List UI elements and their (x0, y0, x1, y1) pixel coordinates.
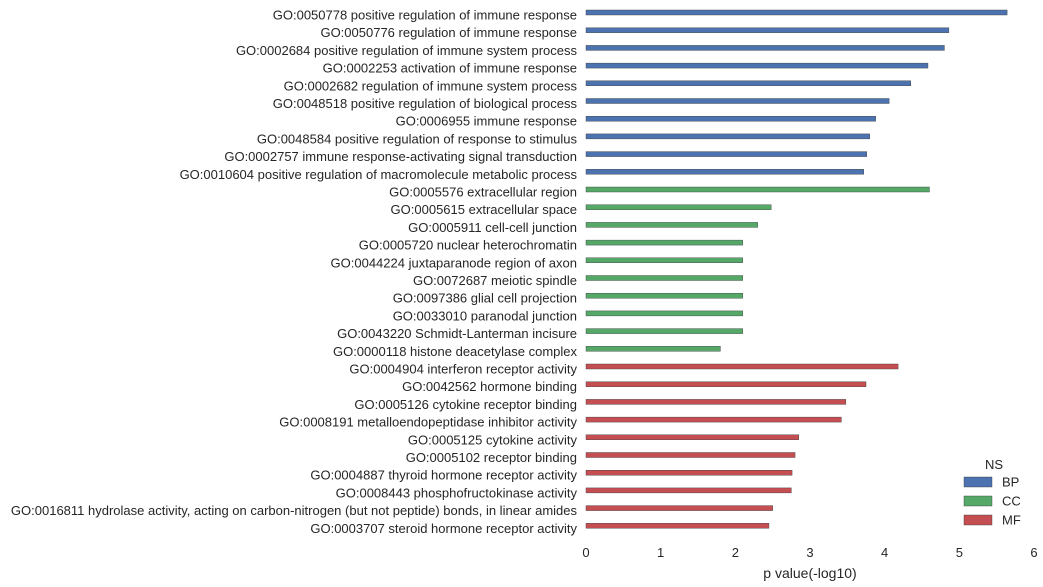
bar-bp-9 (585, 169, 864, 175)
bar-bp-8 (585, 151, 867, 157)
category-label: GO:0005911 cell-cell junction (408, 220, 577, 235)
bars-group (585, 9, 1008, 529)
category-label: GO:0008191 metalloendopeptidase inhibito… (279, 415, 577, 430)
bar-bp-5 (585, 98, 890, 104)
legend: NS BP CC MF (963, 457, 1021, 528)
legend-swatch-bp (963, 476, 993, 488)
category-label: GO:0000118 histone deacetylase complex (333, 344, 578, 359)
bar-mf-3 (585, 416, 842, 423)
legend-swatch-cc (963, 495, 993, 507)
category-label: GO:0050776 regulation of immune response (320, 25, 577, 40)
bar-mf-5 (585, 452, 796, 458)
category-label: GO:0050778 positive regulation of immune… (273, 8, 577, 23)
category-label: GO:0044224 juxtaparanode region of axon (331, 255, 577, 270)
bar-cc-1 (585, 204, 772, 210)
bar-bp-2 (585, 45, 945, 51)
category-label: GO:0004904 interferon receptor activity (349, 362, 577, 377)
category-label: GO:0042562 hormone binding (402, 379, 577, 394)
category-label: GO:0005615 extracellular space (391, 202, 577, 217)
category-label: GO:0048518 positive regulation of biolog… (273, 96, 578, 111)
category-label: GO:0003707 steroid hormone receptor acti… (310, 521, 577, 536)
legend-label-bp: BP (1002, 475, 1019, 490)
bar-mf-2 (585, 399, 847, 405)
category-label: GO:0043220 Schmidt-Lanterman incisure (337, 326, 577, 341)
x-tick-label: 3 (806, 545, 813, 560)
bar-mf-9 (585, 523, 770, 529)
bar-mf-7 (585, 487, 792, 494)
category-label: GO:0004887 thyroid hormone receptor acti… (310, 468, 577, 483)
bar-cc-2 (585, 222, 758, 228)
x-axis-ticks-group: 0 1 2 3 4 5 6 (582, 545, 1037, 560)
category-label: GO:0016811 hydrolase activity, acting on… (11, 503, 578, 518)
x-tick-label: 2 (732, 545, 739, 560)
category-label: GO:0005125 cytokine activity (408, 432, 578, 447)
bar-mf-1 (585, 381, 867, 387)
bar-cc-9 (585, 346, 721, 352)
bar-bp-1 (585, 27, 950, 33)
category-label: GO:0033010 paranodal junction (393, 308, 577, 323)
category-label: GO:0002757 immune response-activating si… (224, 149, 577, 164)
category-label: GO:0002682 regulation of immune system p… (284, 78, 578, 93)
legend-swatch-mf (963, 514, 993, 526)
bar-cc-5 (585, 275, 744, 281)
bar-bp-4 (585, 80, 911, 87)
x-tick-label: 5 (956, 545, 963, 560)
category-label: GO:0072687 meiotic spindle (413, 273, 577, 288)
category-label: GO:0005126 cytokine receptor binding (354, 397, 577, 412)
bar-cc-6 (585, 293, 744, 299)
bar-mf-4 (585, 434, 800, 440)
category-labels-group: GO:0050778 positive regulation of immune… (11, 8, 578, 536)
x-tick-label: 6 (1030, 545, 1037, 560)
bar-cc-3 (585, 239, 744, 246)
bar-cc-0 (585, 186, 930, 193)
category-label: GO:0006955 immune response (396, 114, 577, 129)
bar-cc-4 (585, 257, 744, 263)
bar-bp-3 (585, 62, 929, 69)
x-tick-label: 0 (582, 545, 589, 560)
category-label: GO:0005576 extracellular region (389, 185, 577, 200)
bar-cc-8 (585, 328, 744, 334)
bar-mf-8 (585, 505, 773, 511)
category-label: GO:0008443 phosphofructokinase activity (336, 485, 578, 500)
x-tick-label: 1 (657, 545, 664, 560)
category-label: GO:0010604 positive regulation of macrom… (180, 167, 578, 182)
x-tick-label: 4 (881, 545, 888, 560)
category-label: GO:0002253 activation of immune response (323, 61, 577, 76)
category-label: GO:0002684 positive regulation of immune… (236, 43, 578, 58)
legend-title: NS (985, 457, 1003, 472)
bar-bp-7 (585, 133, 870, 140)
category-label: GO:0005720 nuclear heterochromatin (359, 238, 577, 253)
category-label: GO:0048584 positive regulation of respon… (257, 131, 578, 146)
legend-label-mf: MF (1002, 513, 1021, 528)
bar-bp-0 (585, 9, 1008, 16)
bar-mf-6 (585, 470, 793, 476)
category-label: GO:0097386 glial cell projection (393, 291, 577, 306)
legend-label-cc: CC (1002, 494, 1021, 509)
bar-mf-0 (585, 363, 899, 370)
category-label: GO:0005102 receptor binding (406, 450, 577, 465)
x-axis-label: p value(-log10) (763, 565, 856, 581)
bar-bp-6 (585, 115, 876, 122)
bar-cc-7 (585, 310, 744, 317)
